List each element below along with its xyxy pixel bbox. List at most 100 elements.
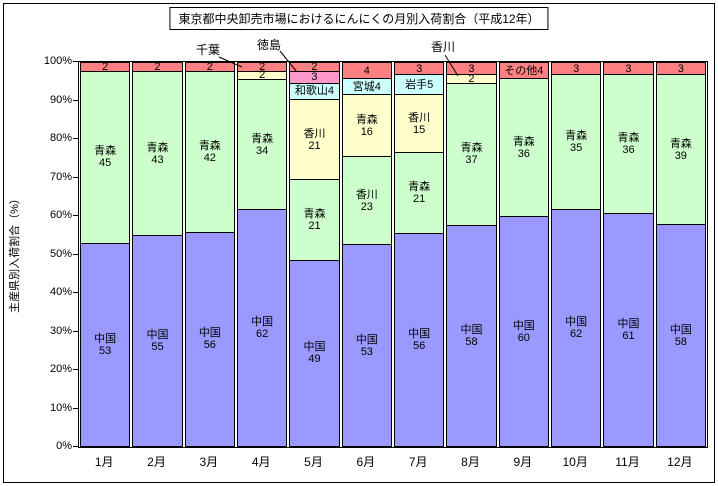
bar-4月: 2 2 青森 34 中国 62 [237, 60, 288, 447]
bar-2月: 2 青森 43 中国 55 [132, 60, 183, 447]
bar-segment-6月-中国: 中国 53 [341, 244, 392, 447]
segment-label: 青森 42 [198, 139, 221, 164]
y-tick-mark [73, 407, 78, 409]
segment-label: その他4 [504, 64, 544, 77]
segment-label: 3 [573, 62, 580, 75]
bar-segment-2月-青森: 青森 43 [132, 70, 183, 237]
annotation-tokushima-label: 徳島 [257, 38, 282, 52]
bar-3月: 2 青森 42 中国 56 [184, 60, 235, 447]
bar-segment-1月-青森: 青森 45 [80, 70, 131, 245]
bar-segment-11月-青森: 青森 36 [603, 74, 654, 214]
segment-label: 青森 21 [303, 208, 326, 233]
segment-label: 3 [677, 62, 684, 75]
x-month-label-12月: 12月 [667, 455, 693, 469]
segment-label: 中国 55 [146, 329, 169, 354]
bar-segment-7月-香川: 香川 15 [394, 94, 445, 154]
bar-segment-10月-その他: 3 [551, 62, 602, 76]
segment-label: 3 [625, 62, 632, 75]
bar-segment-9月-その他: その他4 [498, 62, 549, 80]
bar-segment-2月-その他: 2 [132, 60, 183, 73]
segment-label: 中国 58 [669, 323, 692, 348]
x-month-label-3月: 3月 [199, 455, 219, 469]
plot-area: 2 青森 45 中国 53 2 青森 43 中国 55 2 青森 42 中国 56 2 2 青森 34… [78, 61, 708, 448]
segment-label: 2 [259, 60, 266, 73]
segment-label: 中国 56 [408, 327, 431, 352]
bar-segment-8月-香川: 2 [446, 73, 497, 86]
bar-segment-8月-青森: 青森 37 [446, 83, 497, 226]
bar-segment-2月-中国: 中国 55 [132, 235, 183, 447]
segment-label: 2 [206, 60, 213, 73]
y-tick-mark [73, 446, 78, 447]
segment-label: 3 [311, 71, 318, 84]
bar-11月: 3 青森 36 中国 61 [603, 62, 654, 447]
bar-segment-4月-千葉: 2 [237, 69, 288, 82]
chart-outer-frame [3, 3, 715, 483]
segment-label: 香川 15 [408, 111, 431, 136]
bar-segment-6月-青森: 青森 16 [341, 94, 392, 157]
segment-label: 中国 61 [617, 317, 640, 342]
segment-label: 青森 37 [460, 142, 483, 167]
bar-8月: 3 2 青森 37 中国 58 [446, 62, 497, 447]
y-tick-mark [73, 99, 78, 101]
x-month-label-7月: 7月 [408, 455, 428, 469]
annotation-chiba-label: 千葉 [196, 43, 221, 57]
y-tick-label: 90% [49, 93, 72, 106]
segment-label: 青森 34 [251, 132, 274, 157]
segment-label: 青森 43 [146, 141, 169, 166]
y-tick-label: 20% [49, 363, 72, 375]
y-tick-label: 30% [49, 324, 72, 337]
bar-10月: 3 青森 35 中国 62 [551, 62, 602, 447]
bar-6月: 4 宮城4 青森 16 香川 23 中国 53 [341, 62, 392, 447]
segment-label: 青森 21 [408, 180, 431, 205]
y-tick-label: 10% [49, 401, 72, 414]
bar-7月: 3 岩手5 香川 15 青森 21 中国 56 [394, 62, 445, 447]
y-tick-mark [73, 176, 78, 178]
bar-segment-12月-青森: 青森 39 [655, 74, 706, 226]
bar-segment-7月-青森: 青森 21 [394, 152, 445, 234]
segment-label: 中国 58 [460, 323, 483, 348]
segment-label: 4 [363, 64, 370, 77]
segment-label: 2 [102, 60, 109, 73]
x-month-label-8月: 8月 [461, 455, 480, 469]
bar-segment-1月-その他: 2 [80, 60, 131, 73]
segment-label: 青森 45 [94, 145, 117, 170]
segment-label: 青森 36 [512, 135, 535, 160]
segment-label: 2 [468, 73, 475, 86]
y-tick-label: 100% [43, 55, 72, 67]
x-month-label-1月: 1月 [94, 455, 114, 469]
segment-label: 2 [311, 60, 318, 73]
segment-label: 香川 21 [303, 127, 326, 152]
bar-segment-7月-中国: 中国 56 [394, 232, 445, 447]
segment-label: 和歌山4 [294, 85, 335, 98]
segment-label: 3 [416, 62, 423, 75]
y-tick-mark [73, 253, 78, 255]
y-tick-label: 0% [56, 440, 72, 452]
chart-title: 東京都中央卸売市場におけるにんにくの月別入荷割合（平成12年） [169, 7, 549, 30]
bar-1月: 2 青森 45 中国 53 [80, 60, 131, 448]
y-tick-mark [73, 369, 78, 370]
bar-segment-7月-岩手: 岩手5 [394, 74, 445, 96]
bar-segment-5月-香川: 香川 21 [289, 99, 340, 181]
bar-segment-5月-和歌山: 和歌山4 [289, 82, 340, 101]
segment-label: 中国 53 [355, 333, 378, 358]
segment-label: 青森 36 [617, 132, 640, 157]
y-tick-label: 70% [49, 170, 72, 183]
bar-segment-9月-青森: 青森 36 [498, 78, 549, 218]
segment-label: 中国 62 [565, 315, 588, 340]
bar-segment-5月-中国: 中国 49 [289, 259, 340, 447]
y-tick-label: 50% [49, 247, 72, 260]
x-month-label-4月: 4月 [251, 455, 271, 469]
segment-label: 岩手5 [405, 78, 434, 91]
segment-label: 2 [154, 60, 161, 73]
bar-segment-3月-青森: 青森 42 [184, 70, 235, 233]
segment-label: 中国 53 [94, 333, 117, 358]
bar-segment-12月-その他: 3 [655, 62, 706, 76]
segment-label: 青森 16 [355, 113, 378, 138]
bar-segment-7月-その他: 3 [394, 62, 445, 76]
y-tick-mark [73, 61, 78, 62]
y-tick-label: 40% [49, 286, 72, 298]
bar-segment-11月-その他: 3 [603, 62, 654, 76]
bar-9月: その他4 青森 36 中国 60 [498, 62, 549, 447]
segment-label: 2 [259, 69, 266, 82]
